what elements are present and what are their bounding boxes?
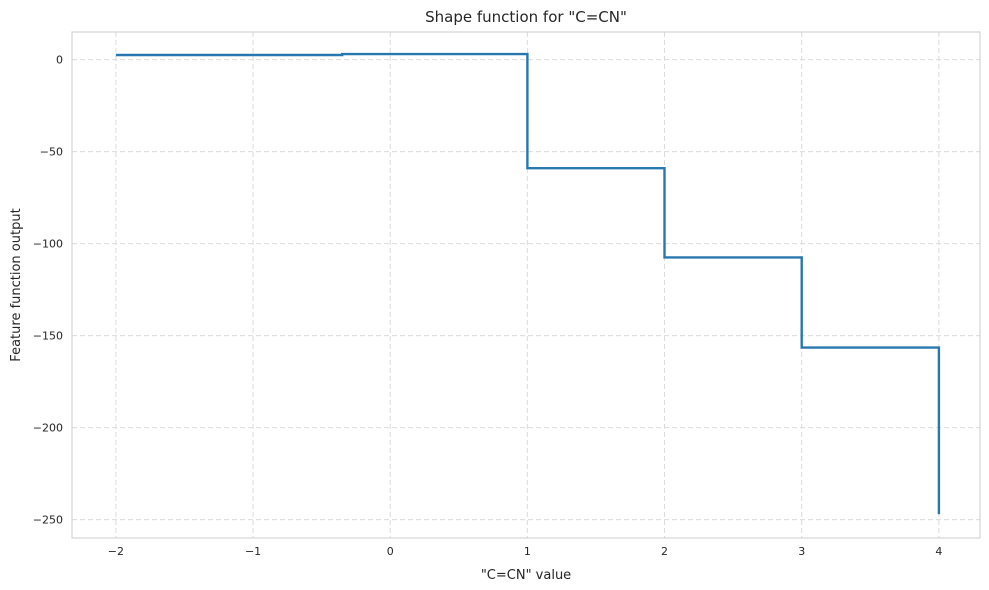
x-axis-label: "C=CN" value — [481, 568, 571, 583]
y-tick-label: −50 — [40, 146, 63, 159]
series-layer — [115, 52, 941, 515]
x-tick-label: 2 — [661, 545, 668, 558]
x-tick-label: 0 — [387, 545, 394, 558]
y-tick-label: −250 — [33, 514, 63, 527]
x-tick-label: 4 — [935, 545, 942, 558]
y-axis-ticks: 0 −50 −100 −150 −200 −250 — [33, 54, 63, 527]
x-tick-label: 1 — [524, 545, 531, 558]
y-tick-label: −100 — [33, 238, 63, 251]
plot-frame — [71, 31, 981, 539]
x-tick-label: −2 — [108, 545, 124, 558]
x-axis-ticks: −2 −1 0 1 2 3 4 — [108, 545, 943, 558]
series-line-0 — [115, 52, 941, 515]
y-tick-label: −200 — [33, 422, 63, 435]
grid — [72, 32, 980, 538]
y-tick-label: −150 — [33, 330, 63, 343]
chart-title: Shape function for "C=CN" — [425, 8, 627, 26]
x-tick-label: −1 — [245, 545, 261, 558]
y-axis-label: Feature function output — [9, 208, 24, 361]
y-tick-label: 0 — [56, 54, 63, 67]
x-tick-label: 3 — [798, 545, 805, 558]
